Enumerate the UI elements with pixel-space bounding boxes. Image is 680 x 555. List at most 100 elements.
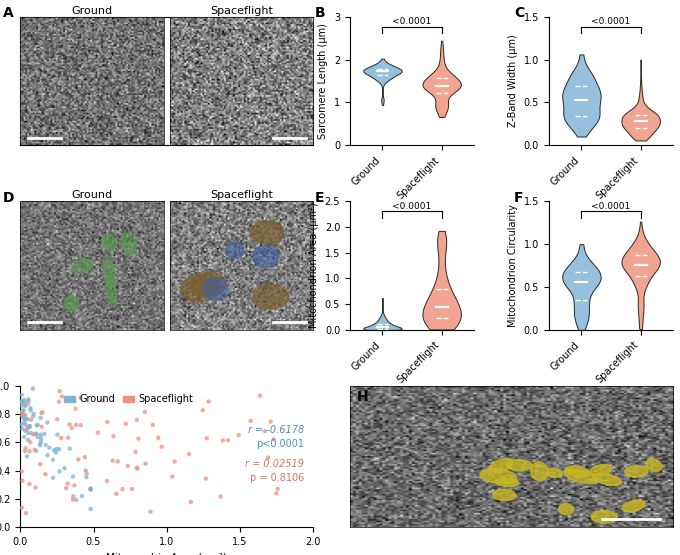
Point (22, 400, 33, 408)
Point (36, 436, 47, 445)
Title: Spaceflight: Spaceflight (210, 190, 273, 200)
Point (25, 406, 36, 415)
Point (22, 415, 33, 423)
Text: F: F (514, 191, 524, 205)
Text: C: C (514, 6, 524, 21)
Point (20, 426, 31, 435)
Point (63, 433, 73, 442)
Point (24, 423, 35, 432)
Point (81, 473, 92, 482)
Point (215, 492, 226, 501)
Text: D: D (3, 191, 15, 205)
Text: p<0.0001: p<0.0001 (256, 440, 304, 450)
Point (26, 415, 37, 424)
Ellipse shape (546, 468, 562, 477)
Point (107, 456, 118, 465)
Ellipse shape (103, 258, 115, 287)
Point (102, 417, 113, 426)
Point (31, 421, 42, 430)
Ellipse shape (190, 272, 226, 296)
Point (16, 467, 27, 476)
Point (201, 434, 212, 443)
Ellipse shape (591, 511, 617, 523)
Point (35, 433, 46, 442)
Point (85, 484, 96, 493)
Point (21, 425, 32, 434)
Ellipse shape (106, 275, 116, 306)
Point (24, 480, 35, 488)
Point (98, 396, 109, 405)
Point (85, 504, 96, 513)
Ellipse shape (492, 490, 515, 501)
Text: p = 0.8106: p = 0.8106 (250, 473, 304, 483)
Point (40, 441, 51, 450)
Text: <0.0001: <0.0001 (392, 202, 432, 211)
Point (16, 408, 27, 417)
Point (26, 428, 37, 437)
Point (22, 452, 33, 461)
Point (66, 423, 77, 432)
Point (85, 485, 96, 494)
Point (16, 398, 27, 407)
Point (69, 481, 80, 490)
Point (112, 457, 123, 466)
Title: Ground: Ground (71, 6, 113, 16)
Point (18, 396, 29, 405)
Point (40, 470, 51, 478)
Point (254, 391, 265, 400)
Ellipse shape (646, 459, 662, 471)
Point (29, 445, 40, 454)
Point (197, 406, 208, 415)
Point (31, 430, 42, 438)
Point (167, 472, 177, 481)
Point (42, 451, 53, 460)
Point (17, 424, 28, 433)
Legend: Ground, Spaceflight: Ground, Spaceflight (60, 391, 197, 408)
Circle shape (226, 242, 244, 258)
Point (22, 436, 33, 445)
Point (23, 397, 34, 406)
Point (37, 408, 48, 417)
Ellipse shape (102, 234, 116, 250)
Point (54, 387, 65, 396)
Ellipse shape (530, 462, 548, 481)
Text: r = -0.6178: r = -0.6178 (248, 425, 304, 435)
Point (92, 428, 103, 437)
Point (49, 446, 60, 455)
Ellipse shape (72, 259, 92, 274)
Point (16, 420, 27, 428)
Point (19, 417, 30, 426)
Y-axis label: Z-Band Width (μm): Z-Band Width (μm) (508, 34, 518, 127)
Point (20, 414, 31, 423)
Point (20, 401, 31, 410)
Ellipse shape (480, 468, 517, 484)
Point (32, 433, 43, 442)
Ellipse shape (250, 221, 284, 244)
Text: A: A (3, 6, 14, 21)
Point (102, 477, 113, 486)
Point (186, 497, 197, 506)
Point (153, 433, 164, 442)
Point (272, 485, 283, 493)
Point (20, 447, 31, 456)
Point (201, 474, 211, 483)
Point (64, 420, 75, 429)
Point (85, 485, 96, 493)
Point (16, 503, 27, 512)
Ellipse shape (564, 469, 597, 483)
Point (75, 421, 86, 430)
Point (20, 401, 31, 410)
Point (203, 397, 214, 406)
Point (222, 436, 233, 445)
Point (17, 476, 28, 485)
Ellipse shape (592, 473, 622, 485)
Ellipse shape (253, 285, 288, 309)
Point (29, 410, 39, 418)
Text: B: B (315, 6, 326, 21)
Point (33, 421, 44, 430)
Ellipse shape (625, 466, 648, 477)
Point (132, 464, 143, 473)
Point (27, 384, 38, 393)
Point (56, 392, 67, 401)
Point (39, 430, 50, 438)
